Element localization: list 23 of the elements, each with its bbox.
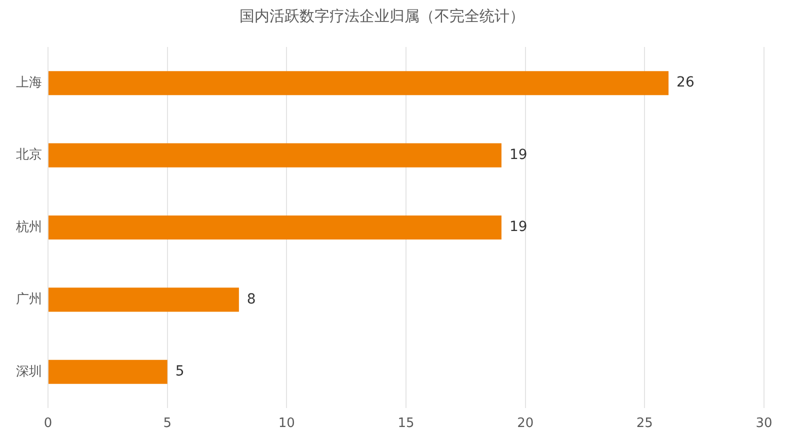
bar [48, 215, 502, 240]
y-tick-label: 深圳 [16, 364, 42, 380]
y-tick-label: 广州 [16, 292, 42, 308]
x-tick-label: 10 [278, 416, 295, 432]
data-label: 19 [509, 146, 528, 163]
data-label: 5 [175, 364, 184, 380]
y-tick-label: 上海 [16, 75, 42, 90]
chart-title: 国内活跃数字疗法企业归属（不完全统计） [240, 6, 524, 25]
data-label: 19 [509, 219, 528, 236]
x-tick-label: 5 [163, 416, 172, 432]
x-tick-label: 30 [756, 416, 772, 432]
x-tick-label: 0 [44, 416, 52, 432]
y-tick-label: 北京 [16, 148, 42, 163]
x-tick-label: 15 [398, 416, 414, 432]
data-label: 8 [246, 291, 256, 308]
bar [48, 143, 502, 168]
x-tick-label: 25 [636, 416, 653, 432]
bar [48, 360, 168, 384]
y-tick-label: 杭州 [15, 220, 42, 235]
bar [48, 288, 239, 312]
bar [48, 71, 669, 96]
data-label: 26 [676, 74, 694, 91]
x-tick-label: 20 [517, 416, 534, 432]
